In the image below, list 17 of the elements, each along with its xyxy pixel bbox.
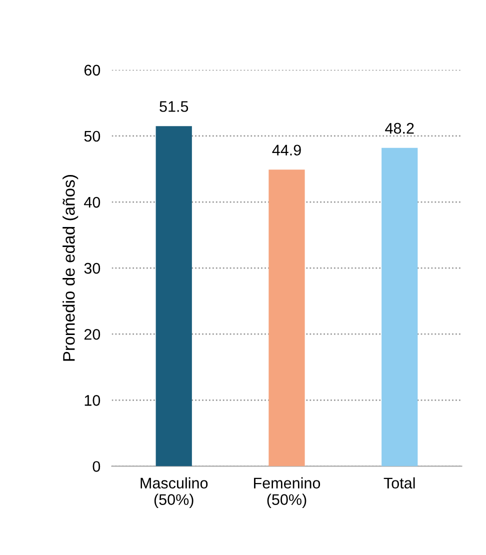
- bar: [156, 126, 192, 466]
- y-tick-label: 10: [84, 395, 100, 406]
- y-axis-title: Promedio de edad (años): [62, 175, 78, 361]
- data-label: 44.9: [272, 144, 301, 156]
- y-tick-label: 50: [84, 130, 100, 142]
- x-tick-label: Total: [384, 477, 415, 489]
- data-label: 48.2: [385, 122, 414, 134]
- x-tick-label: Masculino (50%): [140, 477, 208, 508]
- x-tick-label: Femenino (50%): [254, 477, 320, 508]
- y-tick-label: 60: [84, 64, 100, 76]
- bar: [382, 148, 418, 466]
- y-tick-label: 0: [92, 461, 100, 472]
- y-tick-label: 40: [84, 196, 100, 208]
- y-tick-label: 20: [84, 328, 100, 340]
- bar: [268, 170, 305, 466]
- y-tick-label: 30: [84, 262, 100, 274]
- data-label: 51.5: [160, 101, 188, 112]
